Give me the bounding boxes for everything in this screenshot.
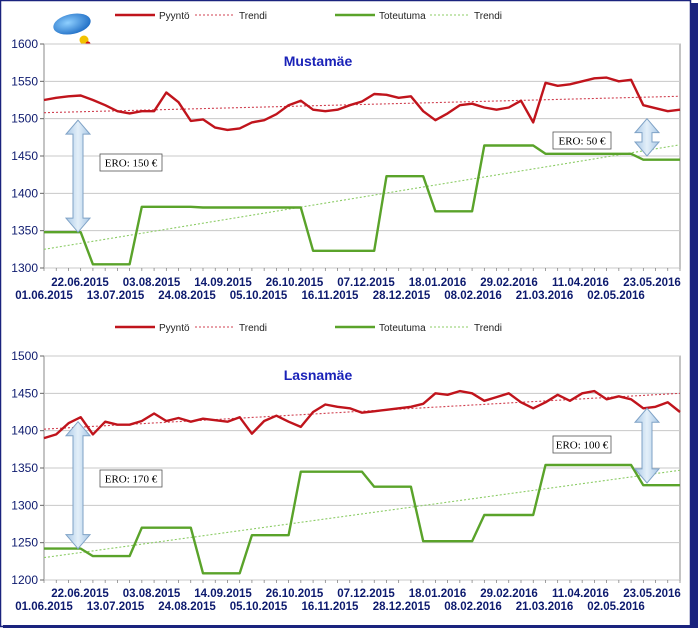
legend-label-toteutuma: Toteutuma bbox=[379, 11, 426, 22]
y-tick-label: 1400 bbox=[11, 424, 38, 438]
x-tick-label-upper: 29.02.2016 bbox=[480, 277, 538, 289]
ero-annotation: ERO: 150 € bbox=[64, 119, 163, 233]
ero-annotation: ERO: 50 € bbox=[552, 117, 661, 157]
y-tick-label: 1550 bbox=[11, 74, 38, 88]
ero-label-box bbox=[552, 435, 612, 454]
x-tick-label-lower: 13.07.2015 bbox=[87, 601, 145, 613]
x-tick-label-lower: 24.08.2015 bbox=[158, 601, 216, 613]
ero-label: ERO: 170 € bbox=[105, 474, 158, 486]
y-tick-label: 1300 bbox=[11, 261, 38, 275]
legend-label-trendi1: Trendi bbox=[239, 323, 267, 334]
x-tick-label-upper: 14.09.2015 bbox=[194, 277, 252, 289]
ero-label-box bbox=[552, 131, 612, 150]
ero-double-arrow bbox=[64, 420, 92, 550]
chart-title: Lasnamäe bbox=[284, 367, 353, 383]
x-tick-label-upper: 07.12.2015 bbox=[337, 588, 395, 600]
x-tick-label-lower: 08.02.2016 bbox=[444, 601, 502, 613]
ero-double-arrow bbox=[64, 119, 92, 233]
y-tick-label: 1400 bbox=[11, 186, 38, 200]
ero-label-box bbox=[99, 153, 163, 172]
ero-double-arrow bbox=[633, 117, 661, 157]
figure-shadow-right bbox=[691, 3, 698, 627]
x-tick-label-upper: 11.04.2016 bbox=[552, 588, 609, 600]
x-tick-label-lower: 28.12.2015 bbox=[373, 290, 431, 302]
ero-label: ERO: 150 € bbox=[105, 158, 158, 170]
trend-line-trendi2 bbox=[43, 144, 681, 250]
ero-label: ERO: 100 € bbox=[556, 440, 609, 452]
x-tick-label-lower: 16.11.2015 bbox=[302, 290, 360, 302]
legend-label-pyynto: Pyyntö bbox=[159, 323, 190, 334]
x-tick-label-lower: 28.12.2015 bbox=[373, 601, 431, 613]
x-tick-label-lower: 01.06.2015 bbox=[15, 601, 73, 613]
x-tick-label-upper: 23.05.2016 bbox=[623, 277, 681, 289]
y-tick-label: 1500 bbox=[11, 349, 38, 363]
x-tick-label-upper: 14.09.2015 bbox=[194, 588, 252, 600]
x-tick-label-upper: 11.04.2016 bbox=[552, 277, 609, 289]
x-tick-label-upper: 03.08.2015 bbox=[123, 588, 181, 600]
trend-line-trendi2 bbox=[43, 469, 681, 559]
x-tick-label-lower: 05.10.2015 bbox=[230, 601, 288, 613]
y-tick-label: 1350 bbox=[11, 224, 38, 238]
x-tick-label-upper: 26.10.2015 bbox=[266, 277, 324, 289]
x-tick-label-upper: 03.08.2015 bbox=[123, 277, 181, 289]
y-tick-label: 1600 bbox=[11, 37, 38, 51]
ero-annotation: ERO: 170 € bbox=[64, 420, 163, 550]
x-tick-label-upper: 22.06.2015 bbox=[51, 588, 109, 600]
y-tick-label: 1350 bbox=[11, 461, 38, 475]
series-line-toteutuma bbox=[44, 463, 680, 575]
x-tick-label-lower: 24.08.2015 bbox=[158, 290, 216, 302]
x-tick-label-lower: 13.07.2015 bbox=[87, 290, 145, 302]
x-tick-label-upper: 18.01.2016 bbox=[409, 277, 467, 289]
y-tick-label: 1250 bbox=[11, 536, 38, 550]
x-tick-label-lower: 02.05.2016 bbox=[587, 601, 645, 613]
figure-shadow-bottom bbox=[3, 625, 698, 628]
chart-title: Mustamäe bbox=[284, 53, 353, 69]
legend-label-trendi2: Trendi bbox=[474, 11, 502, 22]
x-tick-label-lower: 05.10.2015 bbox=[230, 290, 288, 302]
chart-panel-2: 1200 1250 1300 1350 1400 1450 1500 22.06.2015 03… bbox=[11, 323, 680, 613]
x-tick-label-lower: 16.11.2015 bbox=[302, 601, 360, 613]
y-tick-label: 1300 bbox=[11, 498, 38, 512]
x-tick-label-lower: 02.05.2016 bbox=[587, 290, 645, 302]
x-tick-label-upper: 18.01.2016 bbox=[409, 588, 467, 600]
ero-label-box bbox=[99, 469, 163, 488]
legend-label-trendi1: Trendi bbox=[239, 11, 267, 22]
x-tick-label-lower: 01.06.2015 bbox=[15, 290, 73, 302]
x-tick-label-upper: 26.10.2015 bbox=[266, 588, 324, 600]
legend-label-toteutuma: Toteutuma bbox=[379, 323, 426, 334]
series-line-toteutuma bbox=[44, 144, 680, 266]
y-tick-label: 1500 bbox=[11, 112, 38, 126]
legend-label-pyynto: Pyyntö bbox=[159, 11, 190, 22]
x-tick-label-lower: 21.03.2016 bbox=[516, 601, 574, 613]
ero-double-arrow bbox=[633, 407, 661, 484]
y-tick-label: 1200 bbox=[11, 573, 38, 587]
x-tick-label-lower: 08.02.2016 bbox=[444, 290, 502, 302]
x-tick-label-upper: 07.12.2015 bbox=[337, 277, 395, 289]
ero-annotation: ERO: 100 € bbox=[552, 407, 661, 484]
chart-panel-1: 1300 1350 1400 1450 1500 1550 1600 22.06.2015 03… bbox=[11, 11, 680, 302]
y-tick-label: 1450 bbox=[11, 149, 38, 163]
y-tick-label: 1450 bbox=[11, 386, 38, 400]
x-tick-label-lower: 21.03.2016 bbox=[516, 290, 574, 302]
logo-icon bbox=[53, 13, 91, 47]
series-line-pyynto bbox=[43, 389, 681, 440]
x-tick-label-upper: 23.05.2016 bbox=[623, 588, 681, 600]
x-tick-label-upper: 22.06.2015 bbox=[51, 277, 109, 289]
legend-label-trendi2: Trendi bbox=[474, 323, 502, 334]
x-tick-label-upper: 29.02.2016 bbox=[480, 588, 538, 600]
ero-label: ERO: 50 € bbox=[558, 136, 606, 148]
series-line-pyynto bbox=[43, 76, 681, 132]
